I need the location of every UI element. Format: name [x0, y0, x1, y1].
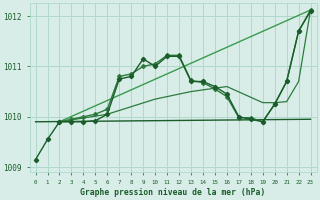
X-axis label: Graphe pression niveau de la mer (hPa): Graphe pression niveau de la mer (hPa) [80, 188, 266, 197]
